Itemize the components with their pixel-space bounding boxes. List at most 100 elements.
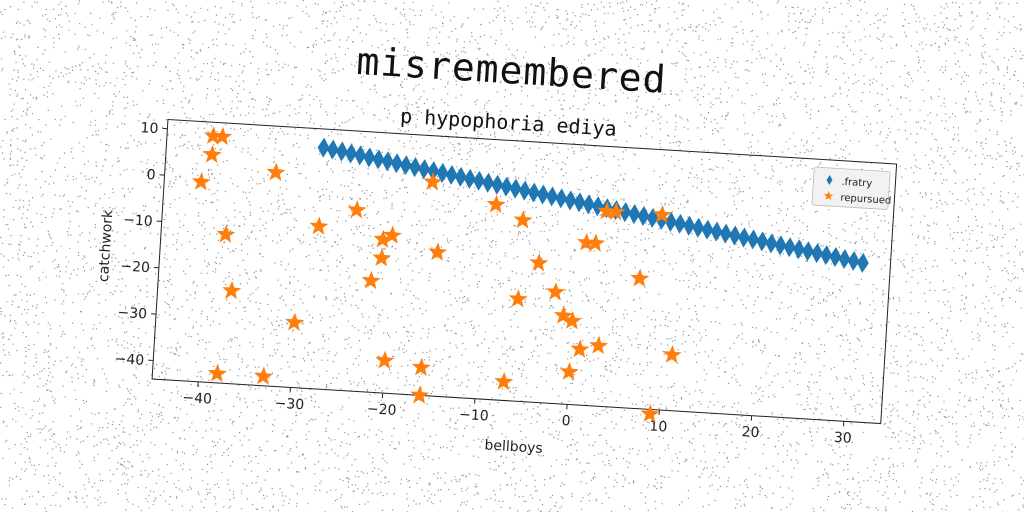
- star-point: [606, 202, 626, 221]
- star-point: [285, 312, 305, 332]
- diamond-point: [856, 252, 869, 273]
- star-point: [309, 216, 329, 235]
- star-point: [254, 366, 274, 385]
- star-point: [266, 162, 286, 181]
- diamond-point: [801, 241, 814, 262]
- star-point: [423, 172, 443, 191]
- star-point: [640, 404, 660, 423]
- star-point: [570, 339, 590, 358]
- diamond-point: [674, 213, 687, 234]
- diamond-point: [317, 137, 330, 158]
- star-point: [597, 201, 617, 220]
- star-point: [630, 268, 650, 288]
- diamond-point: [710, 221, 723, 242]
- diamond-point: [783, 237, 796, 258]
- diamond-point: [472, 170, 485, 191]
- star-point: [382, 225, 402, 244]
- y-tick-label: −30: [117, 305, 147, 323]
- star-point: [411, 357, 431, 376]
- diamond-point: [335, 141, 348, 162]
- diamond-point: [582, 194, 595, 215]
- diamond-point: [637, 206, 650, 226]
- diamond-point: [345, 143, 358, 164]
- x-tick-label: −30: [274, 396, 304, 414]
- diamond-point: [372, 149, 385, 170]
- diamond-point: [326, 139, 339, 160]
- diamond-point: [436, 163, 449, 183]
- x-axis-ticks: −40 −30 −20 −10 0 10 20 30: [182, 381, 852, 447]
- star-point: [508, 289, 528, 308]
- diamond-point: [628, 204, 641, 225]
- diamond-point: [381, 151, 394, 172]
- diamond-point: [591, 196, 604, 217]
- legend-label: .fratry: [841, 177, 873, 190]
- diamond-point: [747, 229, 760, 250]
- diamond-point: [719, 223, 732, 244]
- star-point: [513, 210, 533, 229]
- star-point: [546, 282, 566, 301]
- legend-label: repursued: [840, 193, 891, 207]
- star-point: [375, 350, 395, 370]
- diamond-point: [737, 227, 750, 248]
- diamond-point: [820, 245, 833, 266]
- x-tick-label: −40: [182, 390, 212, 408]
- diamond-point: [418, 159, 431, 180]
- diamond-point: [491, 174, 504, 195]
- x-tick-label: 30: [833, 430, 852, 447]
- star-point: [662, 344, 682, 364]
- x-axis-label: bellboys: [484, 437, 543, 457]
- diamond-point: [692, 217, 705, 238]
- diamond-point: [564, 190, 577, 211]
- y-tick-label: 0: [146, 167, 156, 184]
- diamond-point: [518, 180, 531, 201]
- star-point: [213, 126, 233, 146]
- star-point: [559, 361, 579, 381]
- legend-marker: [823, 190, 834, 201]
- diamond-point: [765, 233, 778, 254]
- x-tick-label: 10: [649, 418, 668, 435]
- star-point: [586, 233, 606, 252]
- star-point: [373, 229, 393, 249]
- series-layer: [191, 126, 869, 423]
- y-tick-label: 10: [140, 120, 159, 137]
- chart-figure: misremembered p hypophoria ediya −40 −30−…: [47, 14, 952, 507]
- diamond-point: [756, 231, 769, 252]
- star-point: [652, 204, 672, 224]
- star-point: [361, 270, 381, 290]
- star-point: [202, 144, 222, 164]
- star-point: [486, 194, 506, 214]
- diamond-point: [838, 249, 851, 269]
- diamond-point: [728, 225, 741, 246]
- star-point: [410, 385, 430, 404]
- star-point: [577, 232, 596, 252]
- diamond-point: [701, 219, 714, 240]
- x-tick-label: −10: [459, 407, 489, 425]
- star-point: [494, 371, 514, 391]
- diamond-point: [829, 247, 842, 268]
- star-point: [589, 335, 609, 355]
- diamond-point: [536, 184, 549, 205]
- diamond-point: [409, 157, 421, 178]
- star-point: [562, 310, 582, 330]
- series-repursued: [191, 126, 682, 423]
- diamond-point: [811, 243, 824, 264]
- y-tick-label: −40: [114, 351, 144, 369]
- legend-marker: [826, 174, 833, 185]
- diamond-point: [399, 155, 412, 176]
- diamond-point: [664, 211, 677, 232]
- star-point: [428, 242, 448, 261]
- y-tick-label: −20: [120, 258, 150, 276]
- diamond-point: [847, 250, 860, 271]
- plot-area-frame: [151, 118, 898, 425]
- star-point: [191, 172, 211, 191]
- diamond-point: [454, 166, 467, 187]
- diamond-point: [463, 168, 476, 189]
- x-tick-label: 0: [561, 413, 571, 430]
- legend: .fratry repursued: [811, 166, 892, 210]
- y-axis-label: catchwork: [96, 209, 116, 283]
- chart-svg: −40 −30 −20 −10 0 10 20 30 10 0 −10 −20 −30 −40 bell…: [96, 118, 898, 457]
- star-point: [554, 305, 573, 325]
- diamond-point: [354, 145, 367, 166]
- diamond-point: [527, 182, 540, 203]
- diamond-point: [546, 186, 559, 207]
